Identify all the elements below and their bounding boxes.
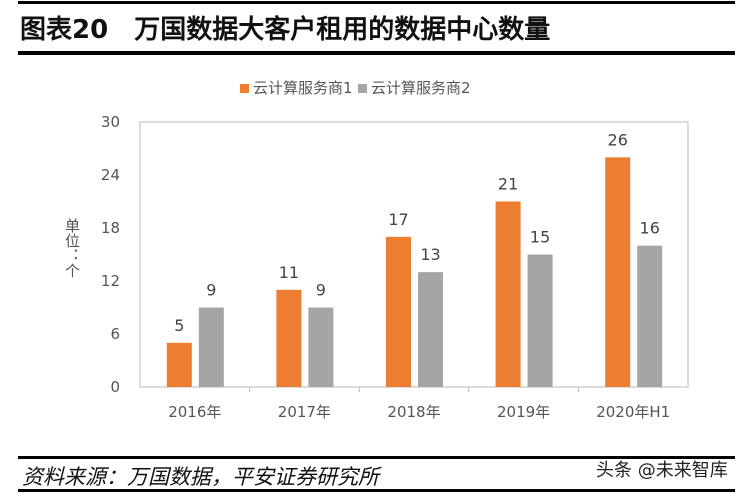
bar-2 [527,254,553,387]
source-note: 资料来源：万国数据，平安证券研究所 [22,465,379,489]
x-tick-label: 2019年 [497,403,550,421]
bar-1 [276,289,302,387]
y-tick-label: 24 [101,166,120,184]
data-label: 11 [279,263,299,282]
legend-swatch [240,84,249,93]
bar-2 [308,307,334,387]
y-tick-label: 18 [101,219,120,237]
y-tick-label: 30 [101,113,120,131]
source-top-rule [18,456,735,459]
data-label: 9 [316,281,326,300]
bar-1 [605,157,631,387]
x-tick-label: 2018年 [387,403,440,421]
data-label: 17 [388,210,408,229]
bar-2 [418,272,443,387]
bar-2 [198,307,224,387]
figure-number: 图表20 [20,15,109,45]
y-tick-label: 12 [101,272,120,290]
source-bottom-rule [18,489,735,492]
figure-title: 图表20 万国数据大客户租用的数据中心数量 [20,9,550,46]
legend-label: 云计算服务商1 [253,79,353,97]
x-tick-label: 2020年H1 [596,403,670,421]
legend-swatch [358,84,367,93]
bar-2 [637,245,663,387]
data-label: 15 [530,228,550,247]
legend-label: 云计算服务商2 [371,79,471,97]
data-label: 13 [420,245,440,264]
bar-1 [386,236,411,387]
bar-1 [166,342,192,387]
y-axis-label: 单位：个 [63,218,81,278]
data-label: 26 [608,130,628,149]
data-label: 21 [498,175,518,194]
plot-area [139,121,689,388]
data-label: 5 [174,316,184,335]
data-label: 16 [640,219,660,238]
x-tick-label: 2017年 [278,403,331,421]
y-tick-label: 6 [110,325,120,343]
x-tick-label: 2016年 [168,403,221,421]
data-label: 9 [206,281,216,300]
top-rule [18,1,735,4]
bar-1 [495,201,521,387]
title-rule [18,51,735,55]
figure-title-text: 万国数据大客户租用的数据中心数量 [134,15,551,45]
watermark: 头条 @未来智库 [596,460,728,481]
y-tick-label: 0 [110,378,120,396]
